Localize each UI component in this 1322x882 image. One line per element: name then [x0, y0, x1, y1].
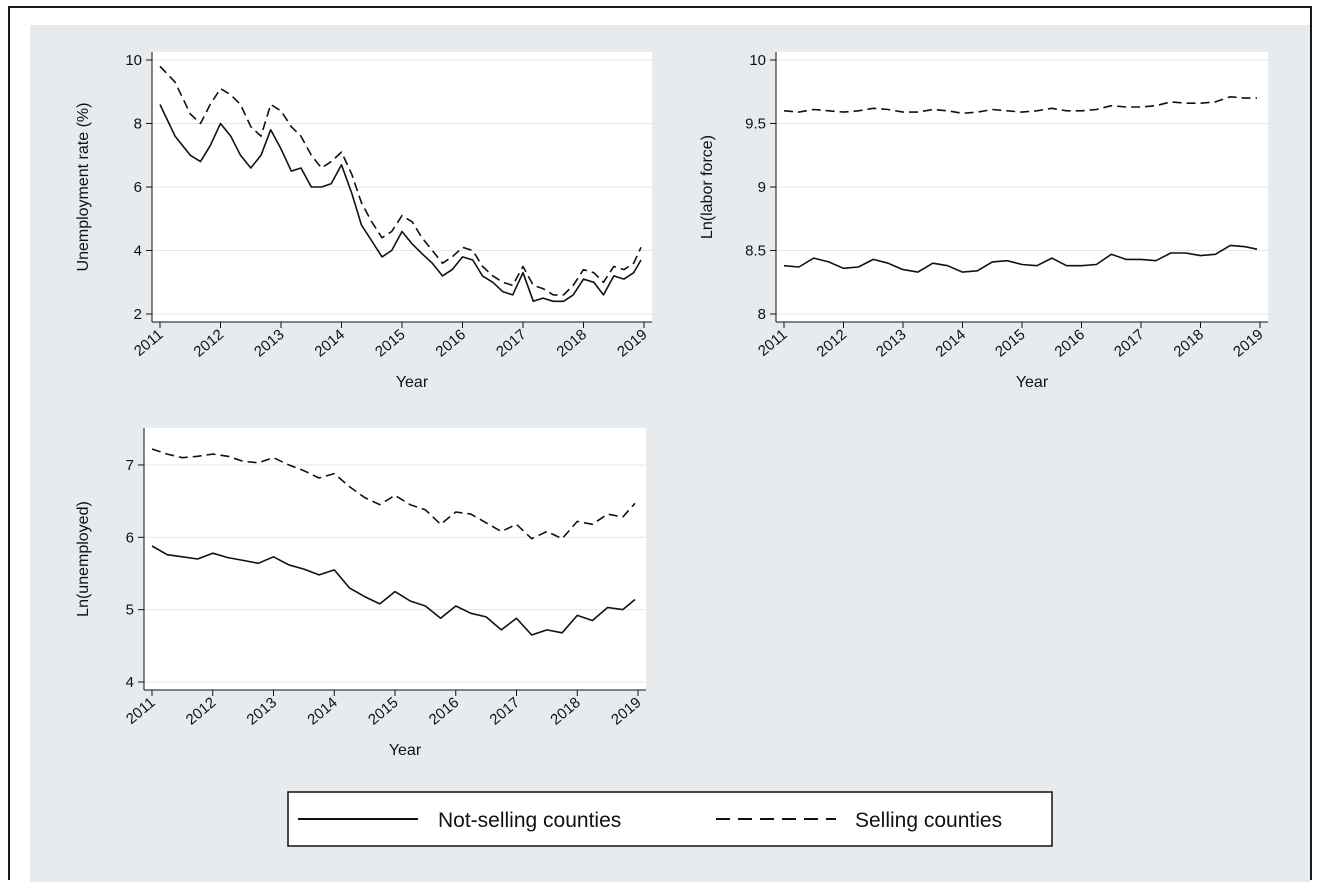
x-tick-label: 2014 [933, 326, 969, 360]
x-axis-title: Year [389, 742, 422, 759]
series-line-not-selling [151, 545, 636, 636]
y-tick-label: 9.5 [745, 116, 766, 133]
x-tick-label: 2017 [493, 326, 529, 360]
x-tick-label: 2019 [608, 694, 644, 728]
x-tick-label: 2012 [814, 326, 850, 360]
x-tick-label: 2013 [251, 326, 287, 360]
y-tick-label: 2 [134, 306, 142, 323]
x-tick-label: 2017 [487, 694, 523, 728]
x-tick-label: 2013 [873, 326, 909, 360]
series-line-selling [159, 65, 642, 296]
series-line-selling [783, 96, 1257, 115]
x-tick-label: 2011 [131, 326, 167, 360]
x-tick-label: 2019 [614, 326, 650, 360]
x-tick-label: 2018 [547, 694, 583, 728]
y-tick-label: 8 [134, 116, 142, 133]
series-line-not-selling [783, 244, 1258, 273]
y-axis-title: Unemployment rate (%) [75, 103, 92, 272]
x-tick-label: 2011 [123, 694, 159, 728]
chart-panel-3: 4 5 6 7 2011 2012 2013 2014 2015 2016 2017 2018 2019… [75, 428, 646, 759]
chart-panel-2: 8 8.5 9 9.5 10 2011 2012 2013 2014 2015 2016 2017 20… [699, 52, 1268, 391]
series-line-selling [151, 448, 636, 540]
x-tick-label: 2014 [304, 694, 340, 728]
x-tick-label: 2015 [365, 694, 401, 728]
x-tick-label: 2015 [992, 326, 1028, 360]
x-tick-label: 2012 [191, 326, 227, 360]
chart-panel-1: 2 4 6 8 10 2011 2012 2013 2014 2015 2016 2017 2018 20… [75, 52, 652, 391]
x-tick-label: 2017 [1111, 326, 1147, 360]
y-tick-label: 4 [126, 674, 134, 691]
x-axis-title: Year [396, 374, 429, 391]
y-tick-label: 8 [758, 306, 766, 323]
x-tick-label: 2019 [1230, 326, 1266, 360]
x-tick-label: 2016 [1052, 326, 1088, 360]
x-tick-label: 2013 [244, 694, 280, 728]
y-tick-label: 6 [134, 179, 142, 196]
x-tick-label: 2018 [1171, 326, 1207, 360]
x-tick-label: 2014 [312, 326, 348, 360]
y-tick-label: 5 [126, 602, 134, 619]
x-axis-title: Year [1016, 374, 1049, 391]
plot-area [144, 428, 646, 690]
y-tick-label: 10 [125, 52, 142, 69]
legend: Not-selling counties Selling counties [287, 791, 1053, 847]
y-axis-title: Ln(labor force) [699, 135, 716, 239]
y-tick-label: 8.5 [745, 243, 766, 260]
x-tick-label: 2018 [554, 326, 590, 360]
y-tick-label: 6 [126, 529, 134, 546]
x-tick-label: 2016 [433, 326, 469, 360]
x-tick-label: 2011 [755, 326, 791, 360]
legend-label-not-selling: Not-selling counties [438, 809, 621, 832]
y-tick-label: 7 [126, 457, 134, 474]
y-tick-label: 10 [749, 52, 766, 69]
x-tick-label: 2015 [372, 326, 408, 360]
y-tick-label: 9 [758, 179, 766, 196]
x-tick-label: 2016 [426, 694, 462, 728]
x-tick-label: 2012 [183, 694, 219, 728]
y-tick-label: 4 [134, 243, 142, 260]
y-axis-title: Ln(unemployed) [75, 501, 92, 617]
series-line-not-selling [159, 104, 642, 303]
legend-label-selling: Selling counties [855, 809, 1002, 832]
